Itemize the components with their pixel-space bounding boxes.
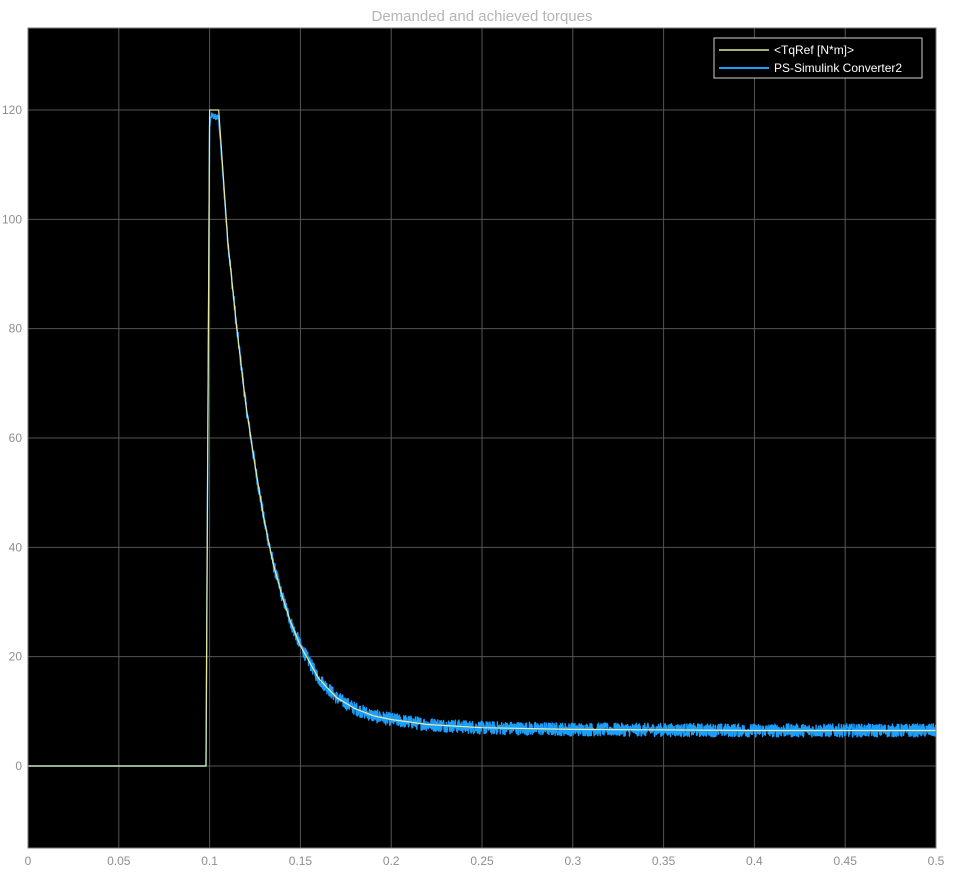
y-tick-label: 80: [9, 322, 23, 336]
y-tick-label: 60: [9, 431, 23, 445]
y-tick-label: 120: [2, 103, 22, 117]
x-tick-label: 0: [25, 854, 32, 868]
series-line-converter: [28, 112, 937, 767]
x-tick-label: 0.05: [107, 854, 131, 868]
x-tick-label: 0.1: [201, 854, 218, 868]
x-tick-label: 0.2: [383, 854, 400, 868]
y-tick-label: 100: [2, 212, 22, 226]
y-tick-label: 20: [9, 650, 23, 664]
legend[interactable]: <TqRef [N*m]> PS-Simulink Converter2: [713, 37, 923, 79]
series-line-tqref: [28, 109, 936, 767]
x-tick-label: 0.35: [652, 854, 676, 868]
y-tick-label: 0: [15, 759, 22, 773]
x-tick-label: 0.4: [746, 854, 763, 868]
legend-label-converter: PS-Simulink Converter2: [774, 61, 902, 75]
legend-box: [713, 37, 923, 79]
plot-border: [27, 27, 937, 849]
y-tick-label: 40: [9, 540, 23, 554]
x-tick-label: 0.3: [564, 854, 581, 868]
x-tick-label: 0.45: [834, 854, 858, 868]
x-tick-label: 0.5: [928, 854, 945, 868]
series-lines: [28, 109, 937, 767]
x-tick-label: 0.15: [289, 854, 313, 868]
y-axis-ticks: 0 20 40 60 80 100 120: [2, 103, 22, 773]
x-tick-label: 0.25: [470, 854, 494, 868]
chart-title: Demanded and achieved torques: [372, 8, 593, 25]
legend-label-tqref: <TqRef [N*m]>: [774, 43, 854, 57]
x-axis-ticks: 0 0.05 0.1 0.15 0.2 0.25 0.3 0.35 0.4 0.45 0.5: [25, 854, 945, 868]
